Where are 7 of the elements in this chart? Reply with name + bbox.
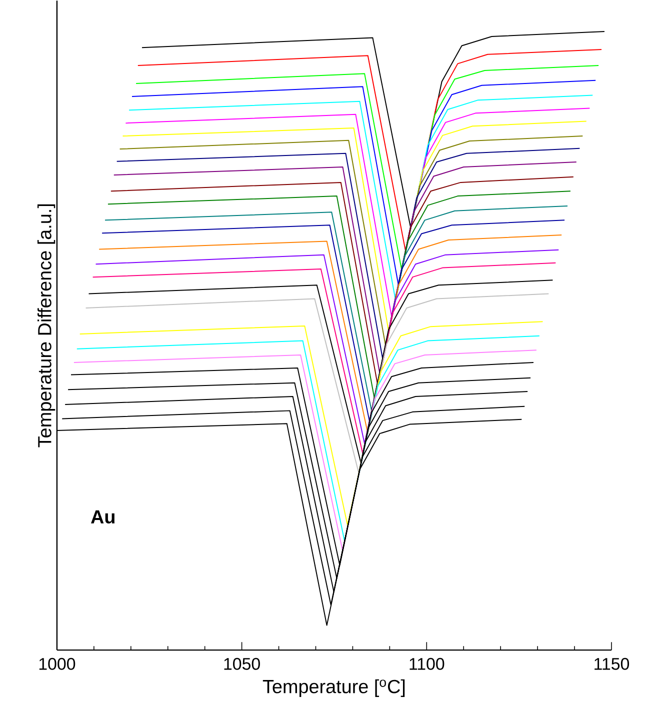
x-tick-label: 1150 [594,658,629,670]
x-tick-label: 1000 [39,658,75,670]
y-axis-title: Temperature Difference [a.u.] [37,204,55,448]
x-tick-label: 1100 [410,658,444,670]
annotation: Au [90,510,114,524]
x-axis-title: Temperature [$^{o}$C] [262,679,404,697]
x-tick-label: 1050 [224,658,260,670]
